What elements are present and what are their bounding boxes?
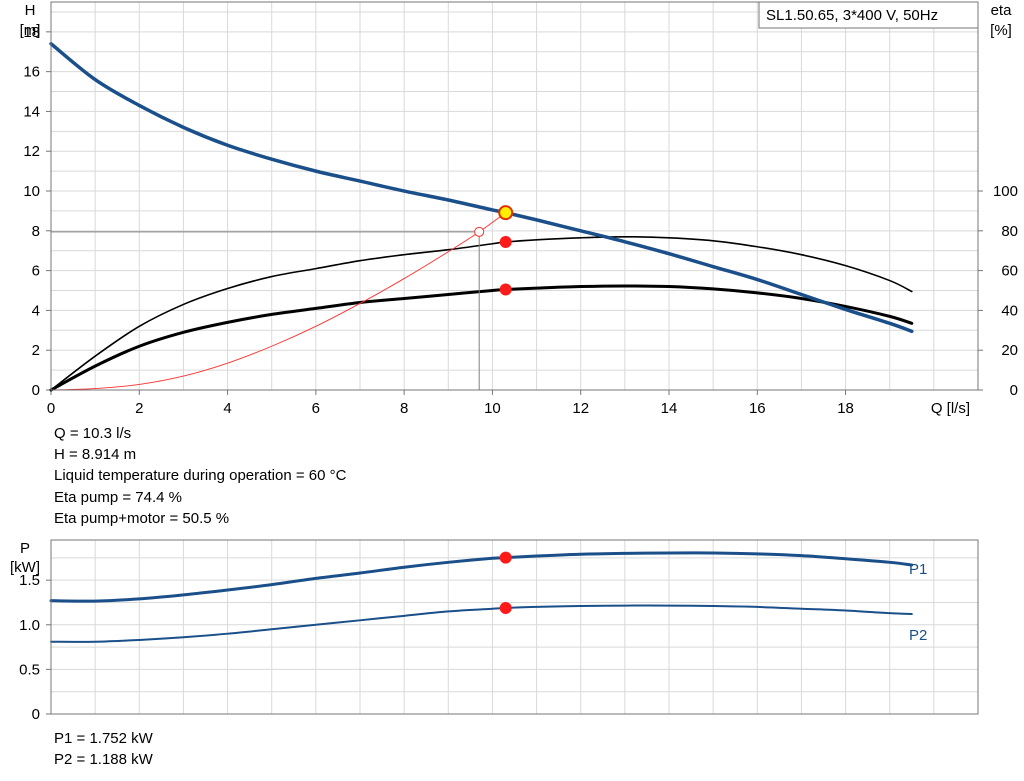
y-tick-label: 10 (23, 183, 40, 200)
x-tick-label: 12 (572, 400, 589, 417)
power-duty-points (499, 551, 512, 614)
x-tick-label: 8 (400, 400, 408, 417)
performance-chart: 0 2 4 6 8 10 12 14 16 18 0 2 4 6 8 10 12 14 16 18 0 20 40 60 80 1… (20, 1, 1018, 417)
y2-tick-label: 80 (1001, 223, 1018, 240)
x-tick-label: 0 (47, 400, 55, 417)
x-tick-label: 4 (223, 400, 231, 417)
y-tick-label: 0 (32, 382, 40, 399)
power-axis-label: P (20, 540, 30, 557)
y-tick-label: 18 (23, 24, 40, 41)
chart-title: SL1.50.65, 3*400 V, 50Hz (766, 7, 938, 24)
duty-point-p1 (499, 551, 512, 564)
power-chart-frame (51, 540, 978, 714)
performance-chart-frame (51, 2, 978, 390)
chart-title-box (758, 1, 979, 29)
eta-pump-motor-value: Eta pump+motor = 50.5 % (54, 509, 230, 527)
y2-tick-label: 0 (1010, 382, 1018, 399)
series-label-P1: P1 (909, 561, 927, 578)
p1-value: P1 = 1.752 kW (54, 730, 153, 747)
performance-chart-border (50, 1, 979, 391)
power-chart-border (50, 539, 979, 715)
power-y-tick-label: 1.5 (19, 572, 40, 589)
x-tick-label: 2 (135, 400, 143, 417)
y2-tick-label: 20 (1001, 342, 1018, 359)
duty-point-head (498, 205, 514, 221)
y-tick-label: 6 (32, 263, 40, 280)
eta-pump-value: Eta pump = 74.4 % (54, 488, 182, 506)
x-tick-label: 18 (837, 400, 854, 417)
power-info: P1 = 1.752 kW P2 = 1.188 kW (54, 728, 153, 770)
y-tick-label: 12 (23, 143, 40, 160)
y-axis-label-H: H (25, 2, 36, 19)
performance-tick-labels: 0 2 4 6 8 10 12 14 16 18 0 2 4 6 8 10 12 14 16 18 0 20 40 60 80 1… (23, 24, 1018, 417)
head-value: H = 8.914 m (54, 446, 137, 464)
y2-axis-unit-eta: [%] (990, 22, 1012, 39)
liquid-temperature: Liquid temperature during operation = 60… (54, 467, 347, 485)
x-tick-label: 10 (484, 400, 501, 417)
duty-point-eta-pump (499, 235, 512, 248)
performance-duty-points (474, 205, 514, 296)
flow-value: Q = 10.3 l/s (54, 425, 132, 442)
power-axis-unit: [kW] (10, 559, 40, 576)
y2-tick-label: 100 (993, 183, 1018, 200)
y2-tick-label: 40 (1001, 302, 1018, 319)
y2-axis-label-eta: eta (991, 2, 1013, 19)
y-tick-label: 2 (32, 342, 40, 359)
power-y-tick-label: 0 (32, 706, 40, 723)
power-y-tick-label: 1.0 (19, 617, 40, 634)
p2-value: P2 = 1.188 kW (54, 751, 153, 769)
x-tick-label: 16 (749, 400, 766, 417)
power-tick-labels: 0 0.5 1.0 1.5 (19, 572, 51, 723)
y-axis-unit-H: [m] (20, 22, 41, 39)
y-tick-label: 4 (32, 302, 40, 319)
y2-tick-label: 60 (1001, 263, 1018, 280)
npsh-curve (50, 212, 507, 391)
x-axis-label-Q: Q [l/s] (931, 400, 970, 417)
power-y-tick-label: 0.5 (19, 661, 40, 678)
duty-point-npsh (474, 226, 485, 237)
duty-point-eta-total (499, 283, 512, 296)
series-label-P2: P2 (909, 627, 927, 644)
y-tick-label: 16 (23, 64, 40, 81)
power-chart: 0 0.5 1.0 1.5 P [kW] P1 P2 (10, 539, 979, 723)
operating-point-info: Q = 10.3 l/s H = 8.914 m Liquid temperat… (54, 423, 346, 529)
duty-point-p2 (499, 601, 512, 614)
x-tick-label: 6 (312, 400, 320, 417)
y-tick-label: 8 (32, 223, 40, 240)
y-tick-label: 14 (23, 103, 40, 120)
x-tick-label: 14 (661, 400, 678, 417)
